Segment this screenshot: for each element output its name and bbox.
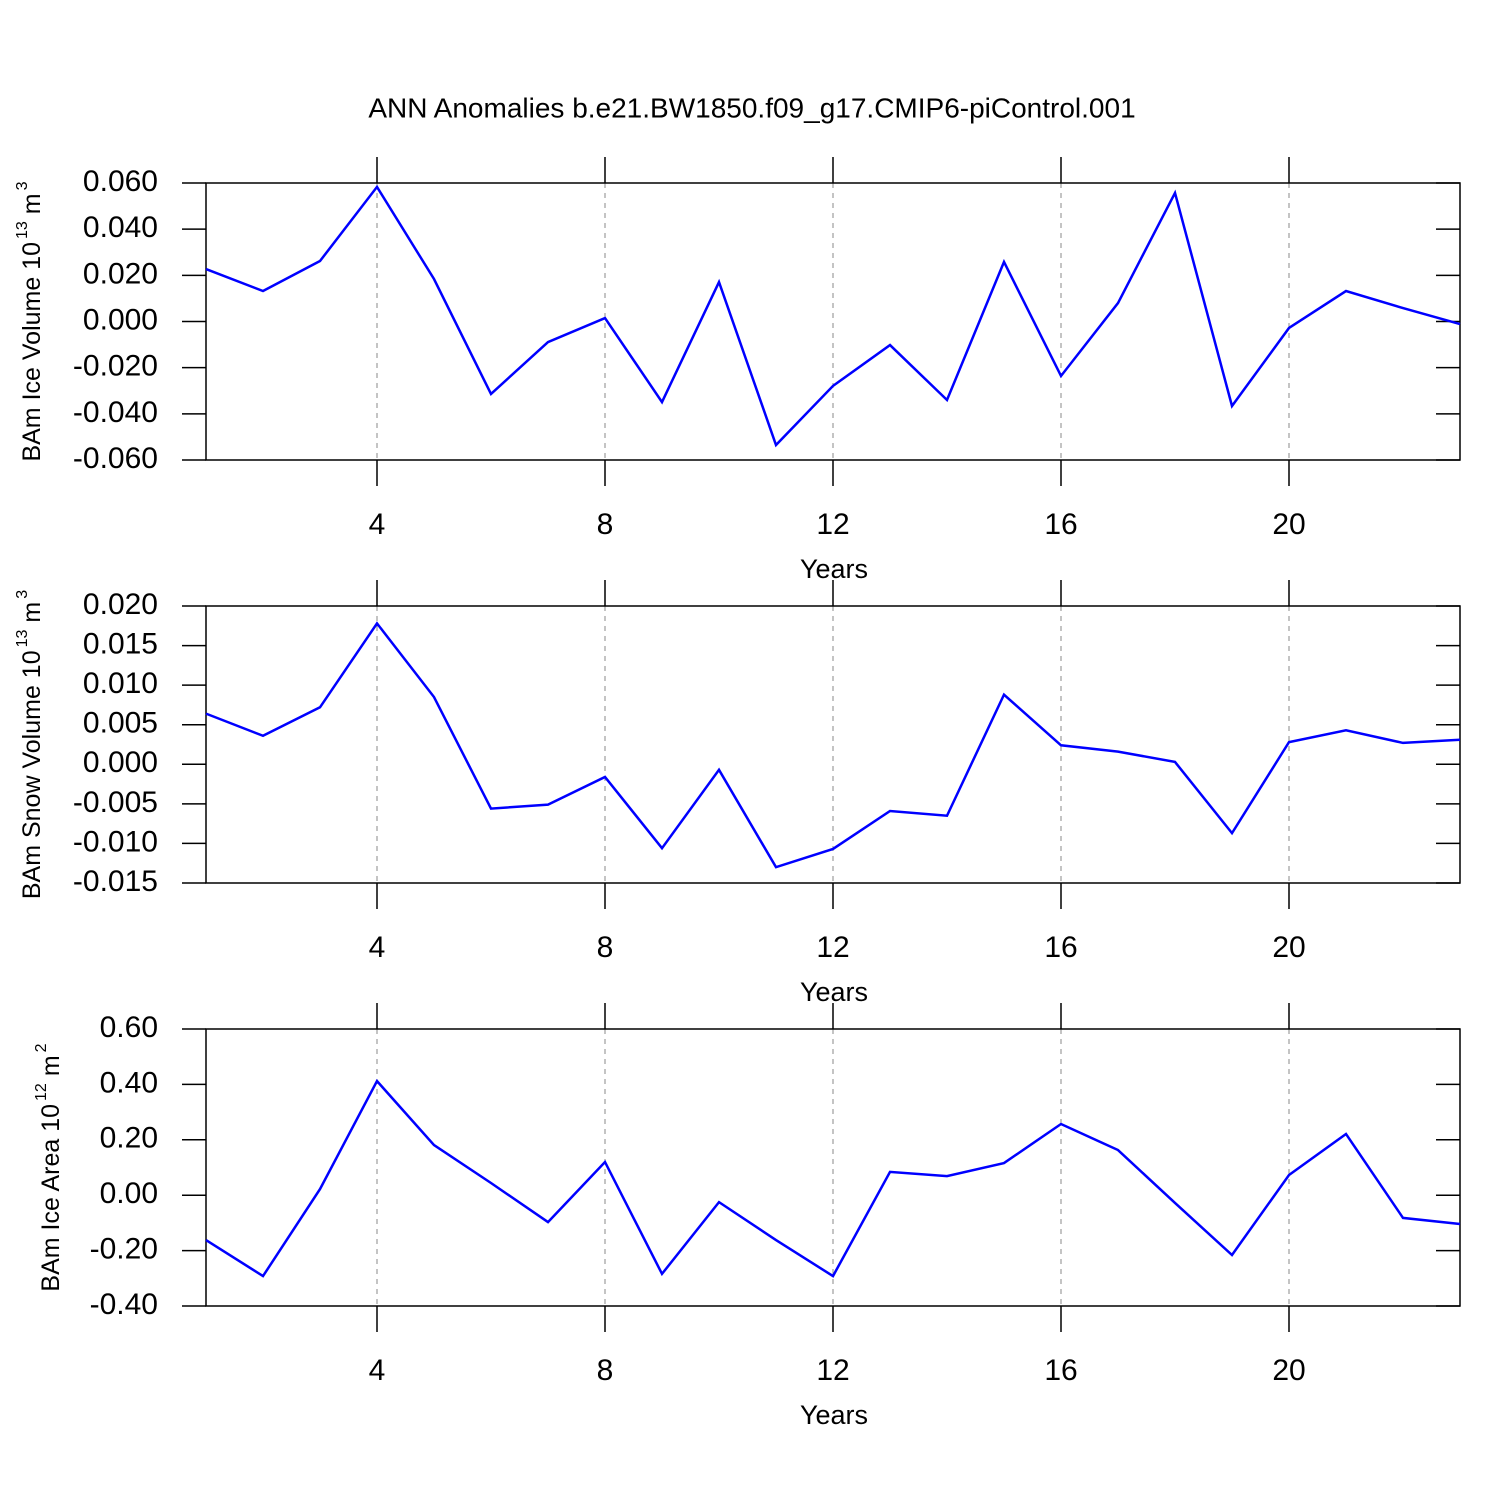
y-axis-label: BAm Ice Volume 10 13 m 3 <box>14 181 45 461</box>
plot-frame <box>205 605 1461 884</box>
x-axis-label: Years <box>800 554 868 584</box>
data-line <box>205 184 1461 448</box>
y-axis-label-text: m <box>37 1055 65 1076</box>
y-axis-label-text: BAm Ice Volume 10 <box>18 242 46 462</box>
y-axis-label-exponent: 13 <box>14 629 31 647</box>
data-line <box>205 621 1461 869</box>
x-axis-label: Years <box>800 1400 868 1430</box>
plot-frame <box>205 182 1461 461</box>
y-tick-label: -0.20 <box>90 1233 158 1266</box>
y-tick-label: -0.020 <box>73 350 158 383</box>
y-tick-label: -0.060 <box>73 442 158 475</box>
y-axis-label-exponent: 3 <box>14 181 31 190</box>
y-axis-label-text: m <box>18 193 46 214</box>
y-tick-label: 0.040 <box>83 211 158 244</box>
y-axis-label-text: BAm Snow Volume 10 <box>18 650 46 899</box>
x-tick-label: 4 <box>369 1354 386 1387</box>
y-axis-label-exponent: 3 <box>14 590 31 599</box>
y-tick-label: 0.60 <box>100 1011 158 1044</box>
y-tick-label: 0.000 <box>83 303 158 336</box>
y-tick-label: 0.010 <box>83 667 158 700</box>
figure-title: ANN Anomalies b.e21.BW1850.f09_g17.CMIP6… <box>368 92 1135 123</box>
x-tick-label: 20 <box>1272 931 1305 964</box>
y-axis-label: BAm Snow Volume 10 13 m 3 <box>14 590 45 899</box>
y-tick-label: 0.20 <box>100 1122 158 1155</box>
x-tick-label: 12 <box>816 508 849 541</box>
y-tick-label: -0.040 <box>73 396 158 429</box>
x-tick-label: 16 <box>1044 931 1077 964</box>
x-axis-label: Years <box>800 977 868 1007</box>
y-tick-label: -0.40 <box>90 1288 158 1321</box>
x-tick-label: 12 <box>816 931 849 964</box>
data-line <box>205 1078 1461 1278</box>
y-tick-label: 0.005 <box>83 707 158 740</box>
x-tick-label: 4 <box>369 508 386 541</box>
x-tick-label: 16 <box>1044 508 1077 541</box>
y-tick-label: -0.010 <box>73 825 158 858</box>
y-axis-label-text: BAm Ice Area 10 <box>37 1104 65 1292</box>
y-tick-label: 0.00 <box>100 1177 158 1210</box>
y-tick-label: 0.40 <box>100 1066 158 1099</box>
y-tick-label: 0.020 <box>83 257 158 290</box>
y-tick-label: 0.060 <box>83 165 158 198</box>
x-tick-label: 8 <box>597 1354 614 1387</box>
y-axis-label-text: m <box>18 602 46 623</box>
y-tick-label: -0.015 <box>73 865 158 898</box>
x-tick-label: 8 <box>597 508 614 541</box>
y-axis-label: BAm Ice Area 10 12 m 2 <box>33 1043 64 1291</box>
y-tick-label: 0.015 <box>83 627 158 660</box>
y-tick-label: 0.000 <box>83 746 158 779</box>
plot-frame <box>205 1028 1461 1307</box>
x-tick-label: 12 <box>816 1354 849 1387</box>
x-tick-label: 8 <box>597 931 614 964</box>
y-tick-label: 0.020 <box>83 588 158 621</box>
y-axis-label-exponent: 12 <box>33 1083 50 1101</box>
x-tick-label: 4 <box>369 931 386 964</box>
y-tick-label: -0.005 <box>73 786 158 819</box>
y-axis-label-exponent: 2 <box>33 1043 50 1052</box>
y-axis-label-exponent: 13 <box>14 221 31 239</box>
x-tick-label: 20 <box>1272 1354 1305 1387</box>
x-tick-label: 16 <box>1044 1354 1077 1387</box>
x-tick-label: 20 <box>1272 508 1305 541</box>
